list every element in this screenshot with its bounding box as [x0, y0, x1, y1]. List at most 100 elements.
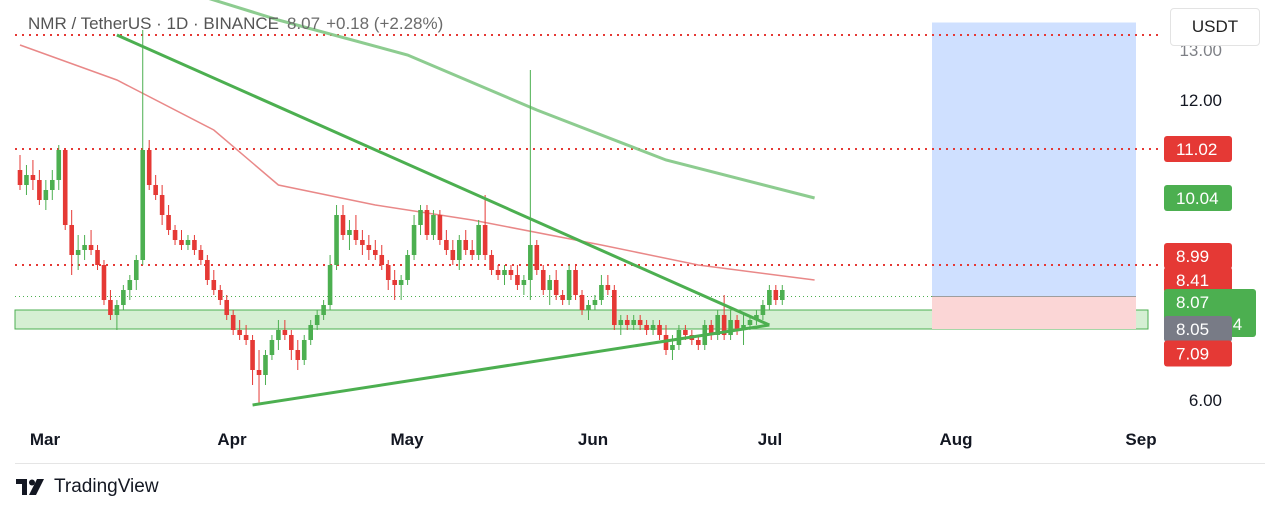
candle-body [444, 240, 449, 250]
candle [295, 340, 301, 370]
price-badge: 8.41 [1164, 267, 1232, 293]
candle-body [547, 280, 553, 290]
candle [114, 300, 120, 330]
candle [566, 265, 572, 305]
candle [637, 315, 643, 330]
candle [779, 285, 785, 305]
candle-body [624, 320, 630, 325]
candle-body [140, 150, 146, 260]
candle [612, 285, 617, 330]
candle-body [30, 175, 36, 180]
candle-body [721, 315, 727, 335]
candle-body [418, 210, 423, 225]
price-badge-label: 10.04 [1176, 189, 1219, 208]
candle [205, 255, 210, 285]
candle [127, 275, 133, 300]
candle-body [75, 250, 81, 255]
descending-trendline [116, 33, 770, 327]
candle-body [373, 250, 378, 255]
candle [767, 285, 772, 310]
candle [230, 310, 236, 335]
candle [211, 270, 217, 295]
brand-name: TradingView [54, 476, 159, 497]
candle [489, 250, 494, 275]
candle [534, 240, 540, 275]
candle-body [767, 290, 772, 305]
candle-body [121, 290, 126, 305]
candle [334, 205, 339, 270]
candle [573, 265, 578, 300]
candle-body [715, 315, 720, 335]
candle-body [670, 345, 675, 350]
candle [754, 310, 759, 325]
symbol-title[interactable]: NMR / TetherUS · 1D · BINANCE [28, 14, 279, 33]
candle [392, 270, 397, 300]
price-badge-bg [1164, 340, 1232, 367]
candle [373, 240, 378, 260]
candle [418, 205, 423, 235]
candle-body [127, 280, 133, 290]
candle-body [696, 340, 701, 345]
candle [82, 235, 87, 260]
stop-zone [932, 296, 1136, 329]
candle [24, 165, 29, 195]
price-badge-label: 8.41 [1176, 271, 1209, 290]
candle-body [747, 320, 753, 325]
ascending-trendline [252, 323, 770, 407]
candle [463, 230, 469, 255]
currency-button[interactable]: USDT [1170, 8, 1260, 46]
candle [469, 240, 475, 260]
candle-body [683, 330, 688, 335]
candle-body [179, 240, 184, 245]
candle-body [24, 175, 29, 185]
candle [502, 265, 507, 285]
candle-body [379, 255, 385, 265]
candle [450, 240, 456, 265]
candle-body [476, 225, 481, 255]
candle-body [560, 295, 565, 300]
candle-body [773, 290, 779, 300]
candle-body [515, 275, 520, 285]
candle-body [95, 250, 100, 265]
candle [321, 300, 326, 320]
candle [631, 315, 636, 330]
price-badge-label: 11.02 [1176, 140, 1217, 159]
candle-body [760, 305, 766, 315]
trendlines-layer [116, 33, 770, 407]
candle [657, 320, 662, 340]
candle-body [250, 340, 255, 370]
price-badge-label: 8.99 [1176, 247, 1209, 266]
candle [650, 320, 656, 335]
candle [217, 285, 223, 305]
candle [560, 290, 565, 305]
tradingview-logo-icon [16, 479, 44, 495]
candle-body [256, 370, 262, 375]
price-badge-bg [1164, 316, 1232, 342]
candle-body [211, 280, 217, 290]
price-change: +0.18 (+2.28%) [326, 14, 444, 33]
candle-body [605, 285, 611, 290]
x-tick-label: Aug [939, 430, 972, 449]
candle [521, 275, 527, 295]
candle [495, 265, 501, 280]
candle [444, 230, 449, 255]
candle [624, 315, 630, 330]
candle [56, 145, 62, 190]
candle [340, 205, 346, 240]
price-badge-bg [1164, 185, 1232, 211]
candle [75, 235, 81, 270]
candle-body [43, 190, 49, 200]
candle-body [540, 270, 546, 290]
price-badge-label: 7.09 [1176, 345, 1209, 364]
candle-body [282, 330, 288, 335]
candle-body [637, 320, 643, 325]
candle [224, 295, 230, 320]
price-badge: 11.02 [1164, 136, 1232, 162]
price-badge-bg [1164, 267, 1232, 293]
candle-body [50, 180, 55, 190]
tradingview-brand[interactable]: TradingView [16, 476, 159, 498]
candle-body [205, 260, 210, 280]
y-tick-label: 12.00 [1179, 91, 1222, 110]
candle [269, 335, 275, 360]
